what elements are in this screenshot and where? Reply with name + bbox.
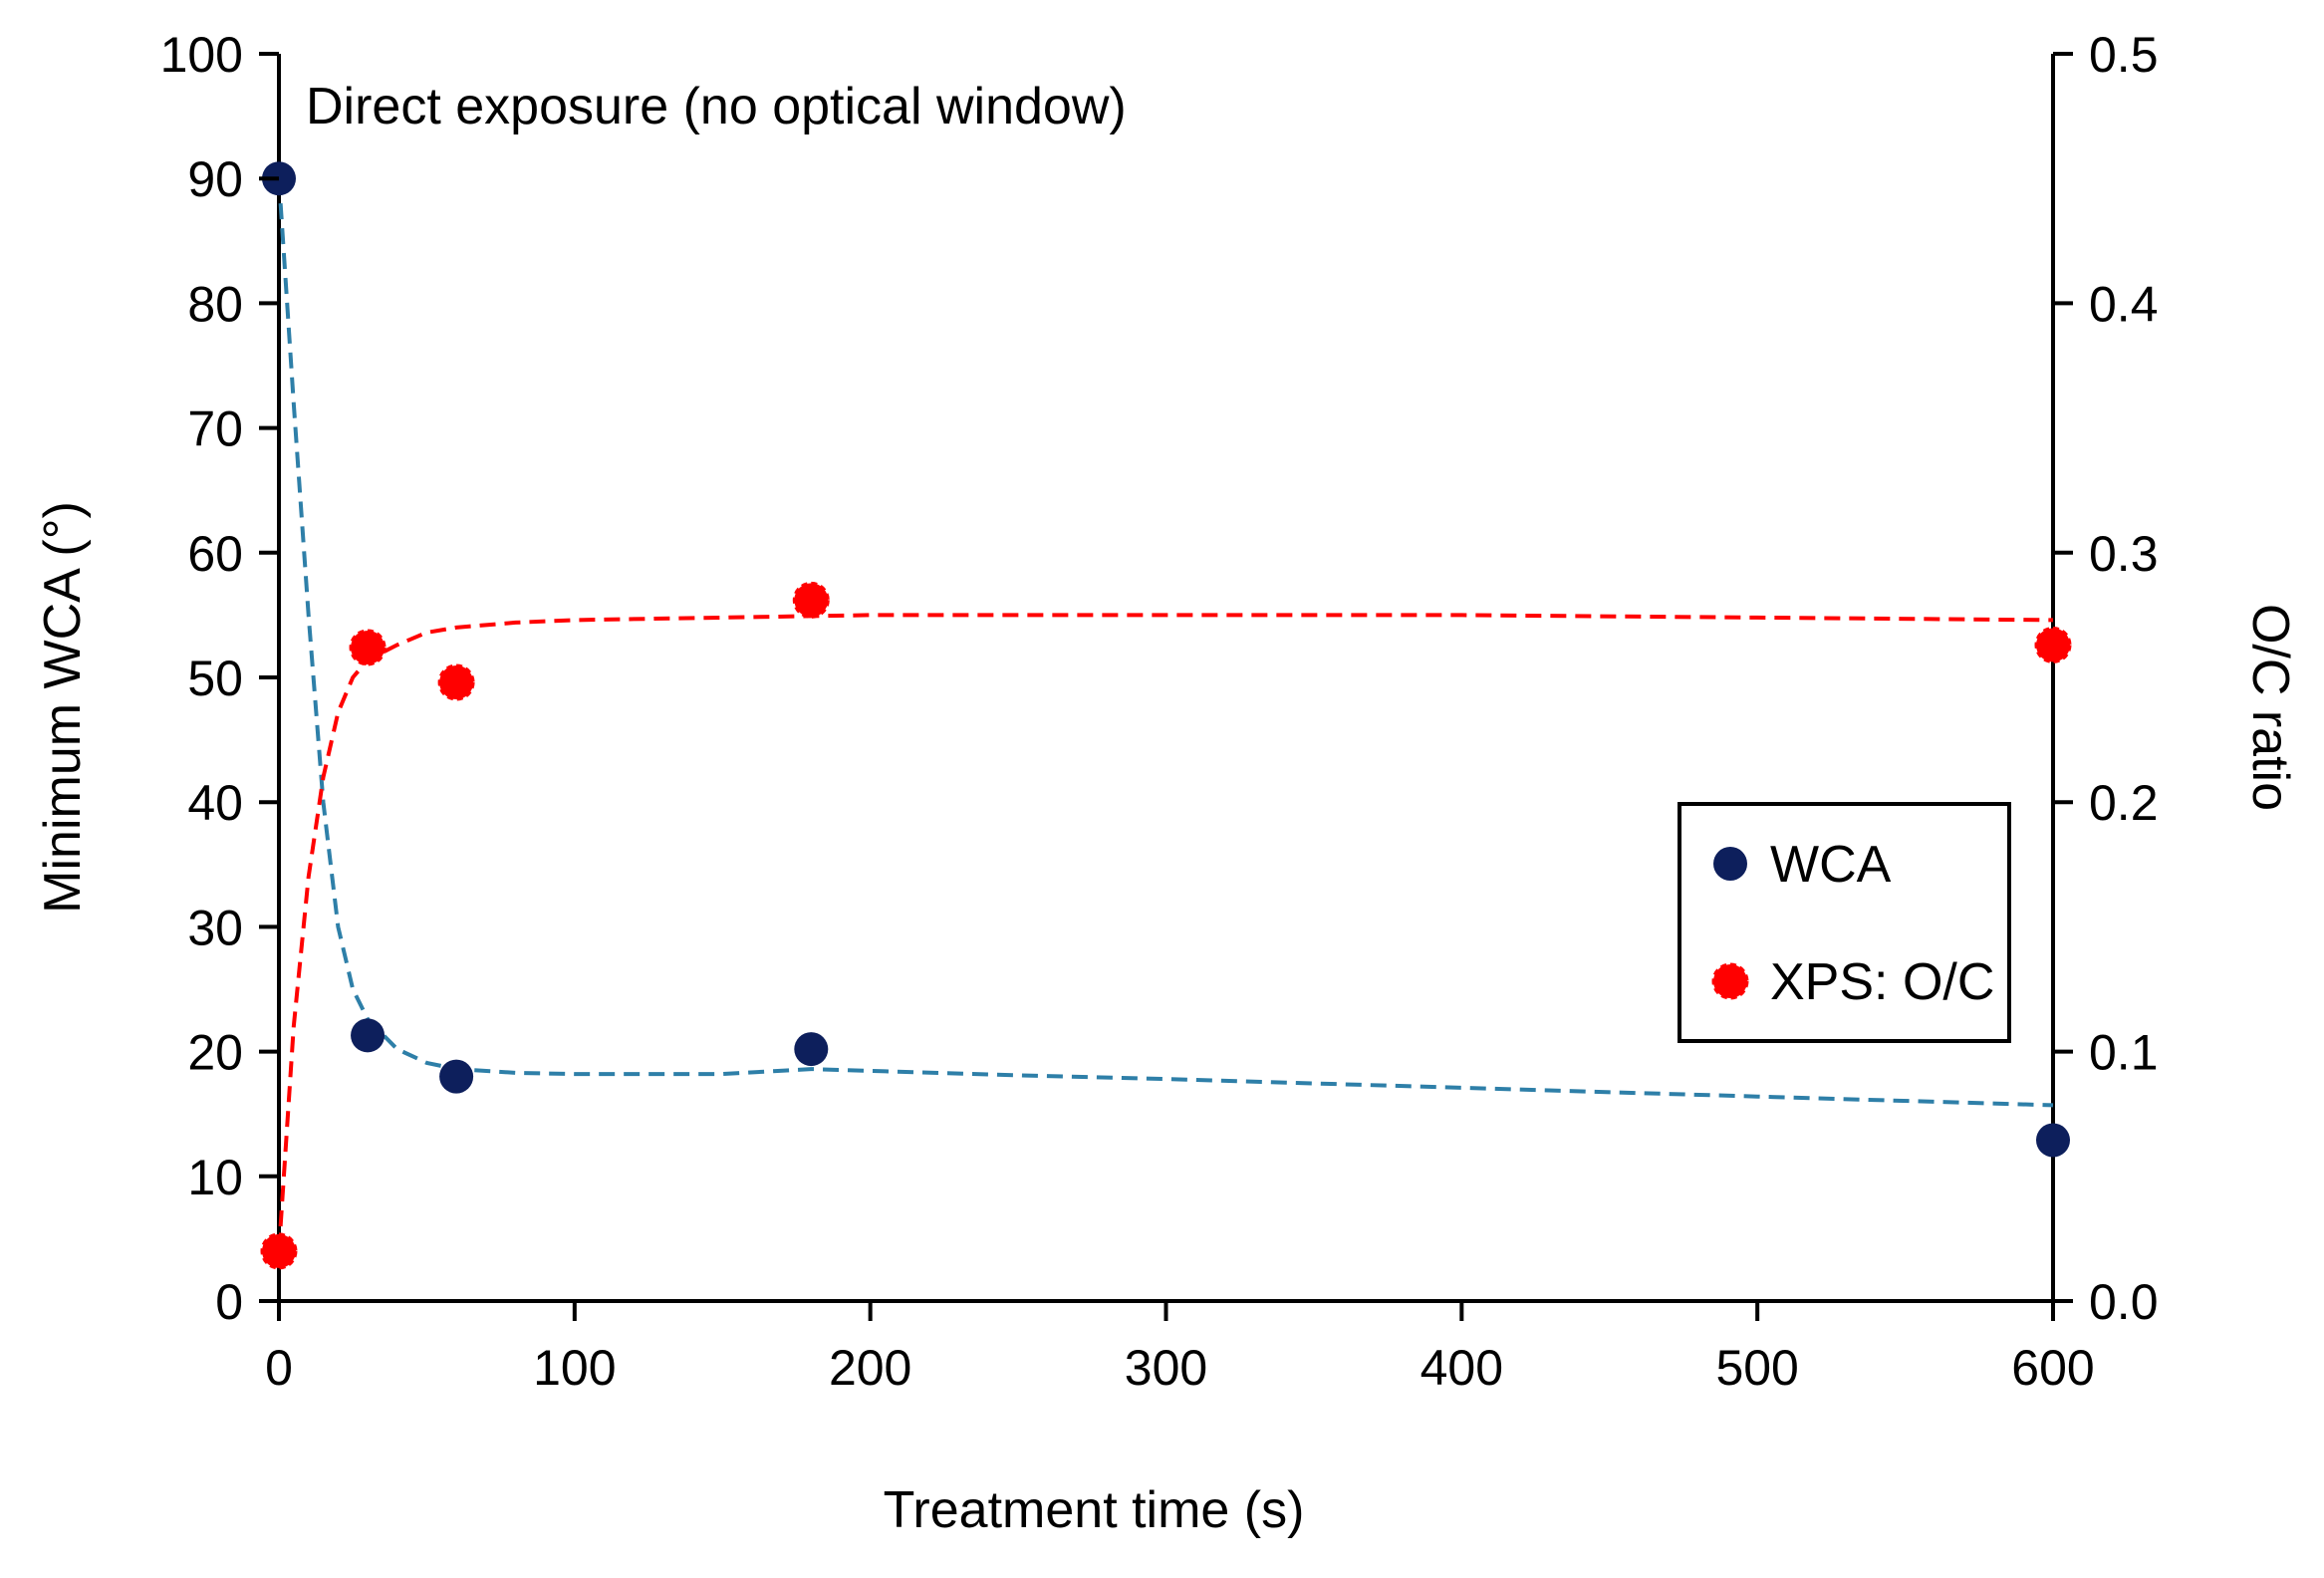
legend-marker-xps-oc xyxy=(1711,962,1749,1000)
y2-tick-label: 0.2 xyxy=(2089,775,2159,831)
y-tick-label: 100 xyxy=(160,27,243,83)
y2-tick-label: 0.5 xyxy=(2089,27,2159,83)
y-tick-label: 40 xyxy=(187,775,243,831)
data-point-xps-oc xyxy=(2034,626,2072,663)
y2-tick-label: 0.4 xyxy=(2089,276,2159,332)
legend-label-wca: WCA xyxy=(1770,836,1892,894)
x-axis-title: Treatment time (s) xyxy=(884,1481,1305,1539)
x-tick-label: 200 xyxy=(829,1340,911,1396)
y-tick-label: 70 xyxy=(187,401,243,457)
data-point-xps-oc xyxy=(792,581,830,619)
y2-tick-label: 0.3 xyxy=(2089,526,2159,582)
data-points-layer xyxy=(260,161,2072,1270)
data-point-wca xyxy=(2036,1123,2070,1158)
x-tick-label: 100 xyxy=(533,1340,616,1396)
legend-box xyxy=(1678,802,2011,1043)
y-tick-label: 50 xyxy=(187,651,243,706)
y-tick-label: 30 xyxy=(187,900,243,955)
trendline-layer xyxy=(277,178,2054,1252)
y2-axis-title: O/C ratio xyxy=(2241,604,2299,811)
y-axis-title: Minimum WCA (°) xyxy=(34,501,92,914)
legend-label-xps-oc: XPS: O/C xyxy=(1770,953,1994,1011)
y2-tick-label: 0.1 xyxy=(2089,1025,2159,1081)
x-tick-label: 0 xyxy=(265,1340,293,1396)
ticks-layer: 0 10 20 30 40 50 60 70 80 90 100 0.0 0.1 0.2 0.3 0.4 0.5… xyxy=(160,27,2159,1396)
y-tick-label: 90 xyxy=(187,151,243,207)
y-tick-label: 0 xyxy=(215,1274,243,1330)
x-tick-label: 400 xyxy=(1420,1340,1503,1396)
y-tick-label: 10 xyxy=(187,1150,243,1205)
chart-annotation: Direct exposure (no optical window) xyxy=(306,78,1127,135)
x-tick-label: 300 xyxy=(1125,1340,1207,1396)
data-point-wca xyxy=(794,1032,829,1067)
y-tick-label: 20 xyxy=(187,1025,243,1081)
data-point-wca xyxy=(439,1059,474,1094)
trendline-1 xyxy=(277,613,2054,1252)
data-point-xps-oc xyxy=(349,629,387,666)
data-point-wca xyxy=(351,1018,386,1053)
data-point-xps-oc xyxy=(260,1232,298,1270)
data-point-xps-oc xyxy=(437,663,475,701)
legend-marker-wca xyxy=(1713,847,1747,881)
x-tick-label: 500 xyxy=(1715,1340,1798,1396)
legend: WCA XPS: O/C xyxy=(1678,802,2011,1043)
y2-tick-label: 0.0 xyxy=(2089,1274,2159,1330)
y-tick-label: 80 xyxy=(187,276,243,332)
plot-frame xyxy=(277,54,2055,1303)
x-tick-label: 600 xyxy=(2011,1340,2094,1396)
y-tick-label: 60 xyxy=(187,526,243,582)
